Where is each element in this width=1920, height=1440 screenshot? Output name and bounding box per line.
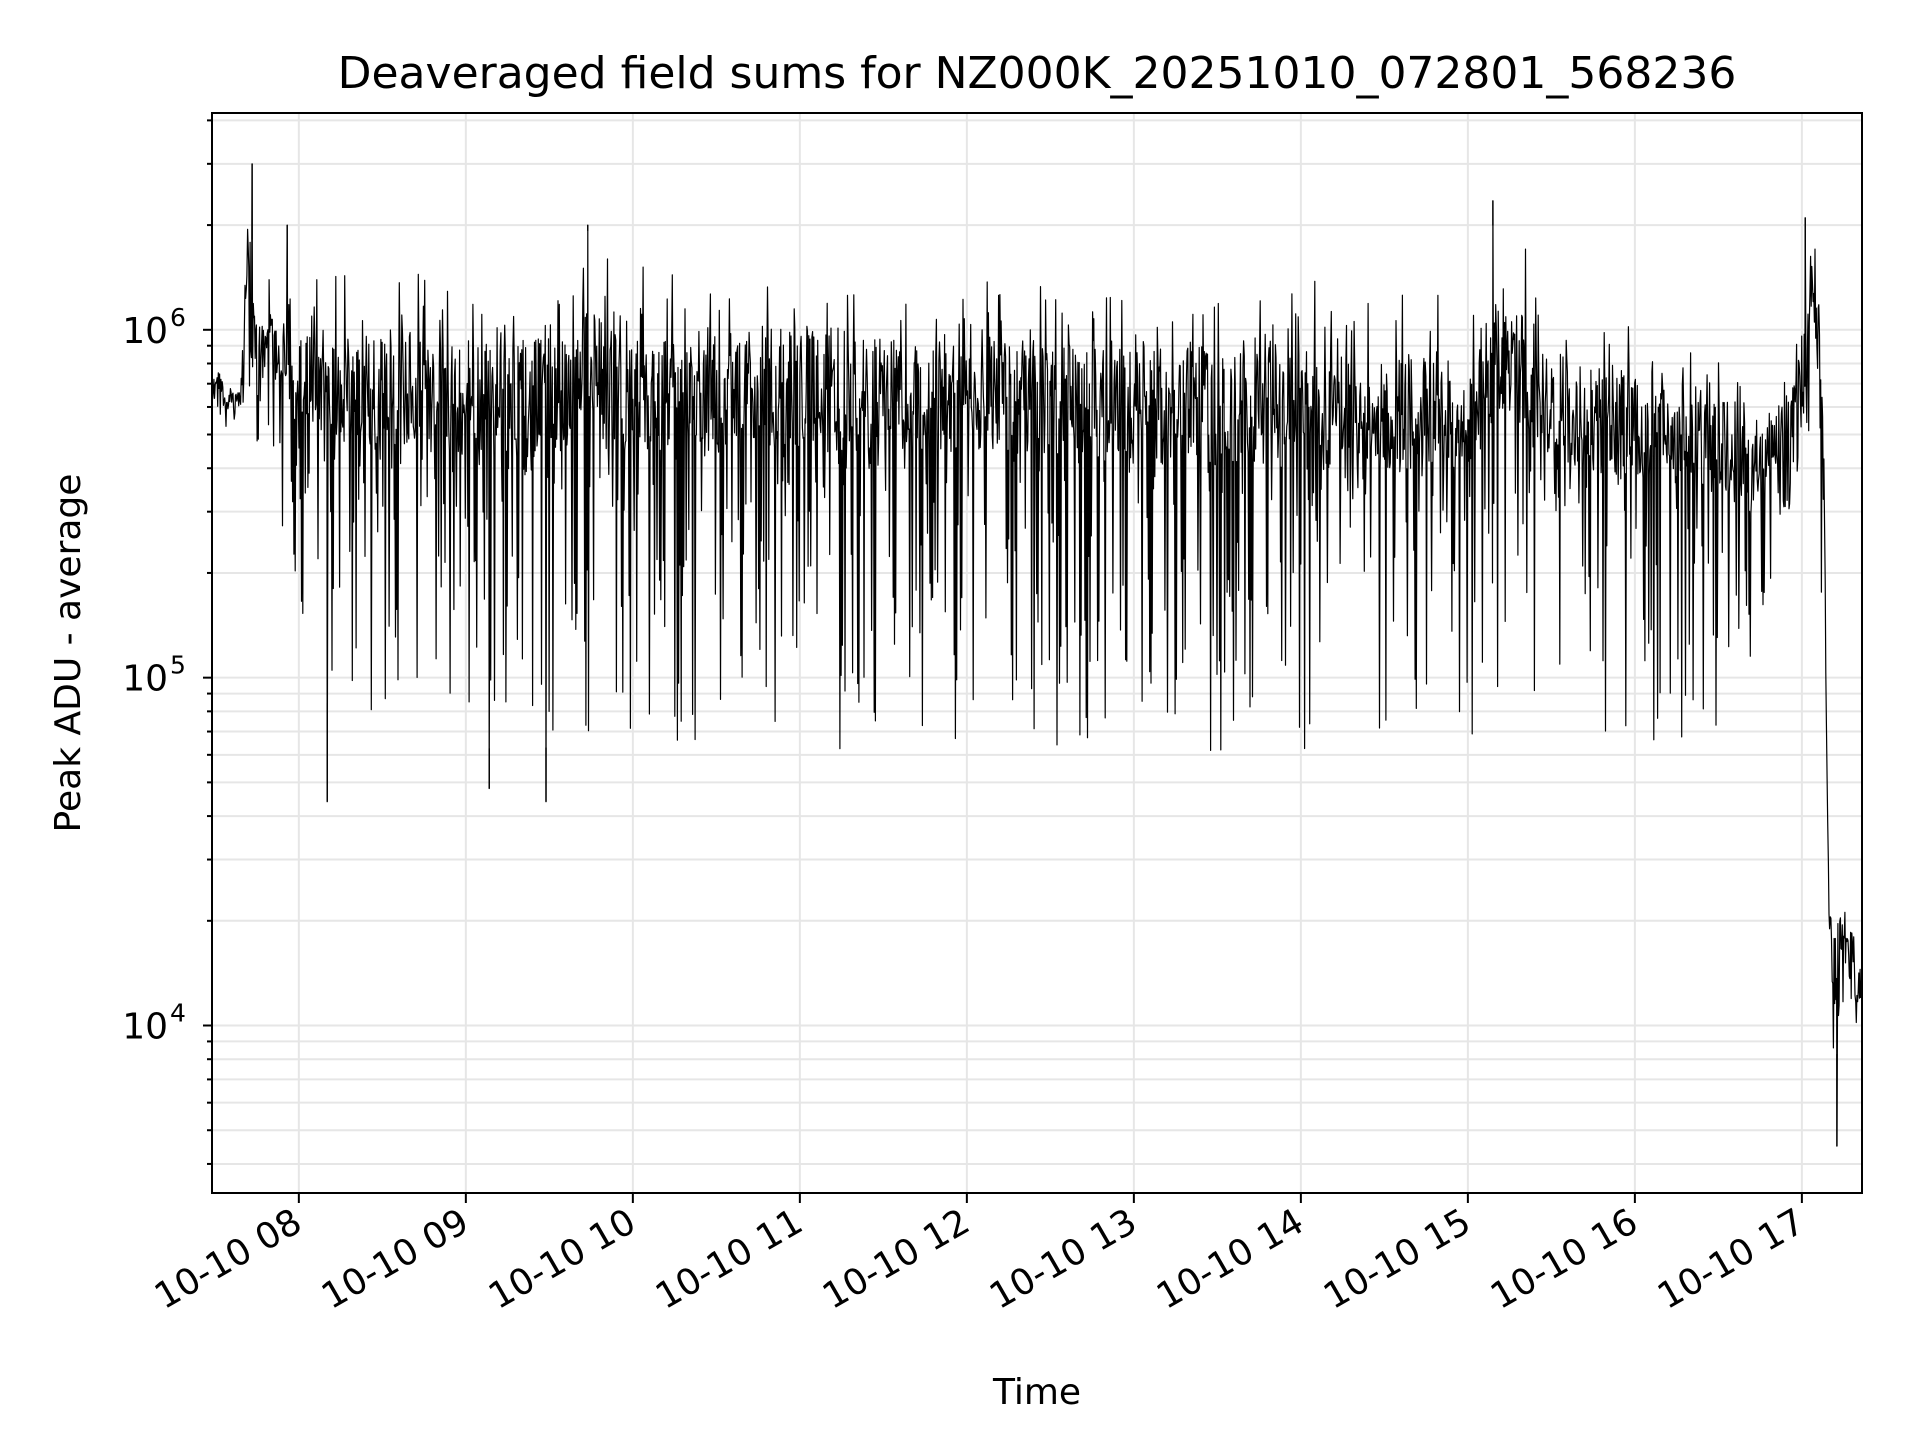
- x-tick-label: 10-10 13: [983, 1201, 1144, 1317]
- y-tick-label-exponent: 6: [170, 303, 186, 332]
- x-tick-label: 10-10 16: [1484, 1201, 1645, 1317]
- x-tick-label: 10-10 09: [315, 1201, 476, 1317]
- y-tick-label-exponent: 5: [170, 651, 186, 680]
- y-tick-label-base: 10: [122, 659, 168, 700]
- plot-frame: [211, 112, 1863, 1194]
- x-axis-label: Time: [992, 1372, 1081, 1413]
- x-tick-label: 10-10 14: [1150, 1201, 1311, 1317]
- x-tick-label: 10-10 17: [1651, 1201, 1812, 1317]
- y-tick-label: 10 5: [122, 651, 186, 700]
- plot-area: [211, 163, 1863, 1147]
- chart-title: Deaveraged field sums for NZ000K_2025101…: [338, 48, 1737, 99]
- y-tick-label-base: 10: [122, 311, 168, 352]
- x-tick-label: 10-10 12: [816, 1201, 977, 1317]
- y-tick-label-base: 10: [122, 1007, 168, 1048]
- series-line: [211, 163, 1863, 1147]
- x-tick-label: 10-10 10: [482, 1201, 643, 1317]
- y-tick-label-exponent: 4: [170, 999, 186, 1028]
- x-axis: 10-10 08 10-10 09 10-10 10 10-10 11 10-10 12…: [148, 1193, 1812, 1318]
- x-tick-label: 10-10 08: [148, 1201, 309, 1317]
- x-tick-label: 10-10 15: [1317, 1201, 1478, 1317]
- y-axis-label: Peak ADU - average: [48, 474, 89, 833]
- y-tick-label: 10 4: [122, 999, 186, 1048]
- x-tick-label: 10-10 11: [649, 1201, 810, 1317]
- y-tick-label: 10 6: [122, 303, 186, 352]
- grid-lines: [212, 113, 1862, 1193]
